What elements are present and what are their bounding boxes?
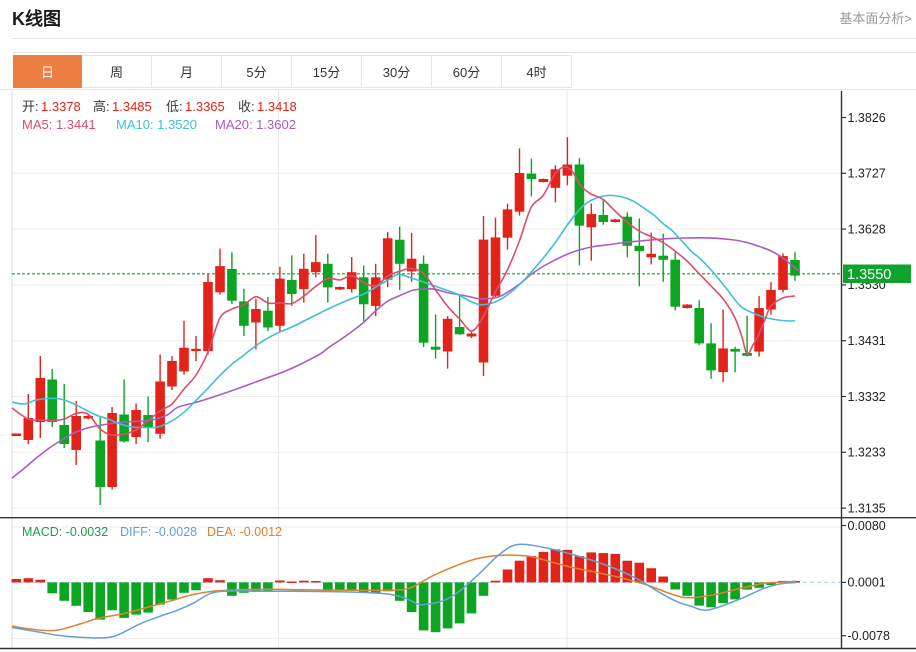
svg-text:1.3727: 1.3727 [848, 167, 886, 181]
svg-text:1.3233: 1.3233 [848, 446, 886, 460]
svg-text:1.3826: 1.3826 [848, 111, 886, 125]
svg-text:1.3135: 1.3135 [848, 501, 886, 515]
svg-text:0.0080: 0.0080 [848, 519, 886, 533]
svg-text:1.3431: 1.3431 [848, 334, 886, 348]
svg-text:0.0001: 0.0001 [848, 576, 886, 590]
svg-text:1.3628: 1.3628 [848, 222, 886, 236]
svg-text:-0.0078: -0.0078 [848, 629, 890, 643]
svg-text:1.3550: 1.3550 [847, 267, 891, 283]
svg-text:1.3332: 1.3332 [848, 390, 886, 404]
